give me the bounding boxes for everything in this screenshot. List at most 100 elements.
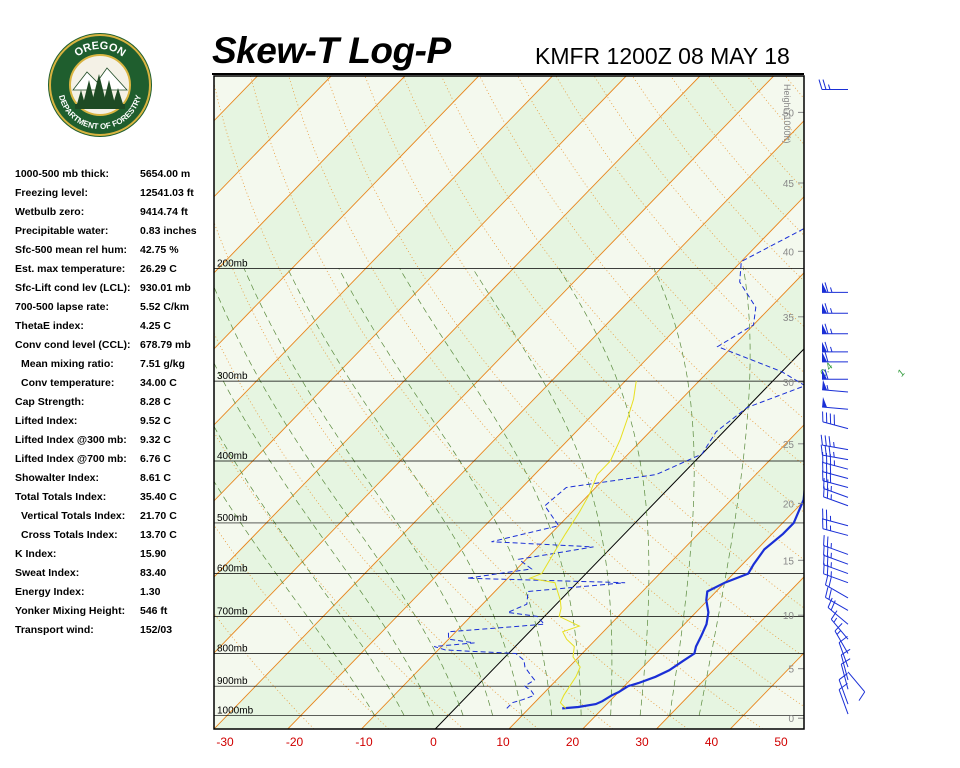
height-tick-label: 15 [783, 556, 795, 567]
stat-value: 930.01 mb [140, 282, 191, 294]
barb-pennant [822, 351, 827, 362]
dry-adiabat [250, 76, 763, 729]
barb-flag [830, 610, 838, 620]
wind-barb [847, 671, 866, 701]
isobar-label: 600mb [217, 564, 248, 575]
barb-flag [823, 486, 825, 497]
stat-row: Freezing level: 12541.03 ft [15, 187, 215, 206]
barb-staff [822, 480, 849, 488]
logo-ground [75, 104, 125, 109]
stat-label: K Index: [15, 548, 57, 560]
stat-value: 0.83 inches [140, 225, 197, 237]
wind-barb [840, 658, 851, 690]
oregon-forestry-logo: OREGON DEPARTMENT OF FORESTRY [48, 33, 152, 137]
stat-value: 7.51 g/kg [140, 358, 185, 370]
stat-label: Lifted Index @700 mb: [15, 453, 127, 465]
wind-barb [824, 574, 849, 599]
isobar-label: 400mb [217, 451, 248, 462]
height-tick-label: 35 [783, 313, 795, 324]
height-tick-label: 10 [783, 611, 795, 622]
barb-flag [824, 369, 829, 380]
barb-flag [838, 673, 848, 681]
height-tick-label: 5 [788, 665, 794, 676]
barb-flag [826, 564, 829, 576]
stat-row: Precipitable water: 0.83 inches [15, 225, 215, 244]
barb-staff [825, 584, 849, 599]
isotherm [214, 76, 332, 198]
stat-row: Cross Totals Index: 13.70 C [15, 529, 215, 548]
stat-label: Lifted Index @300 mb: [15, 434, 127, 446]
stat-row: Showalter Index: 8.61 C [15, 472, 215, 491]
x-tick-label: 20 [566, 735, 580, 749]
wind-barb [838, 682, 849, 715]
stat-row: Yonker Mixing Height: 546 ft [15, 605, 215, 624]
stat-row: Sweat Index: 83.40 [15, 567, 215, 586]
moist-adiabat [214, 425, 405, 716]
stat-row: Lifted Index: 9.52 C [15, 415, 215, 434]
barb-staff [847, 671, 866, 693]
stat-row: Lifted Index @700 mb: 6.76 C [15, 453, 215, 472]
stat-label: Wetbulb zero: [15, 206, 85, 218]
wind-barb [818, 79, 848, 91]
barb-flag [823, 535, 825, 546]
wind-barb [822, 282, 848, 293]
barb-flag [826, 546, 829, 557]
wind-barb [840, 648, 851, 681]
dry-adiabat [441, 76, 804, 513]
wind-barb [838, 635, 849, 668]
barb-pennant [822, 369, 827, 380]
height-tick-label: 0 [788, 714, 794, 725]
stat-value: 9414.74 ft [140, 206, 188, 218]
wind-barb [822, 397, 849, 410]
x-tick-label: 30 [635, 735, 649, 749]
page-title: Skew-T Log-P [212, 30, 451, 71]
stat-value: 152/03 [140, 624, 173, 636]
barb-flag [828, 436, 831, 447]
stat-label: Freezing level: [15, 187, 88, 199]
barb-flag [858, 691, 866, 701]
barb-half-flag [826, 385, 829, 391]
barb-flag [824, 282, 829, 293]
wind-barbs [818, 79, 866, 715]
barb-flag [823, 554, 825, 565]
x-tick-label: -10 [355, 735, 373, 749]
barb-pennant [822, 303, 827, 314]
stat-value: 8.61 C [140, 472, 171, 484]
barb-flag [824, 341, 829, 352]
x-tick-label: -30 [216, 735, 234, 749]
barb-staff [840, 654, 849, 681]
stat-value: 83.40 [140, 567, 167, 579]
barb-flag [838, 682, 848, 691]
isotherm [214, 76, 553, 426]
barb-flag [824, 435, 827, 446]
stat-row: Lifted Index @300 mb: 9.32 C [15, 434, 215, 453]
wind-barb [824, 587, 849, 611]
barb-flag [823, 544, 825, 556]
stat-value: 6.76 C [140, 453, 171, 465]
isotherm [656, 576, 804, 729]
wind-barb [830, 610, 849, 640]
isotherm [878, 76, 960, 729]
stat-label: Total Totals Index: [15, 491, 107, 503]
height-axis-title: Height (1000ft) [782, 84, 792, 144]
barb-half-flag [830, 287, 833, 293]
wind-barb [822, 452, 849, 470]
barb-flag [826, 536, 829, 547]
wind-barb [822, 518, 849, 536]
barb-staff [822, 421, 849, 430]
dry-adiabat [784, 76, 804, 100]
stat-value: 1.30 [140, 586, 161, 598]
stat-label: Mean mixing ratio: [21, 358, 114, 370]
barb-half-flag [830, 328, 833, 334]
stat-label: Cap Strength: [15, 396, 85, 408]
barb-half-flag [828, 84, 831, 90]
isotherm [214, 76, 701, 578]
barb-staff [838, 679, 849, 705]
barb-flag [824, 587, 829, 598]
barb-flag [826, 555, 829, 567]
mixing-ratio-label: 1 [896, 368, 908, 379]
barb-staff [827, 607, 849, 625]
barb-flag [824, 303, 829, 314]
wind-barb [822, 470, 849, 488]
